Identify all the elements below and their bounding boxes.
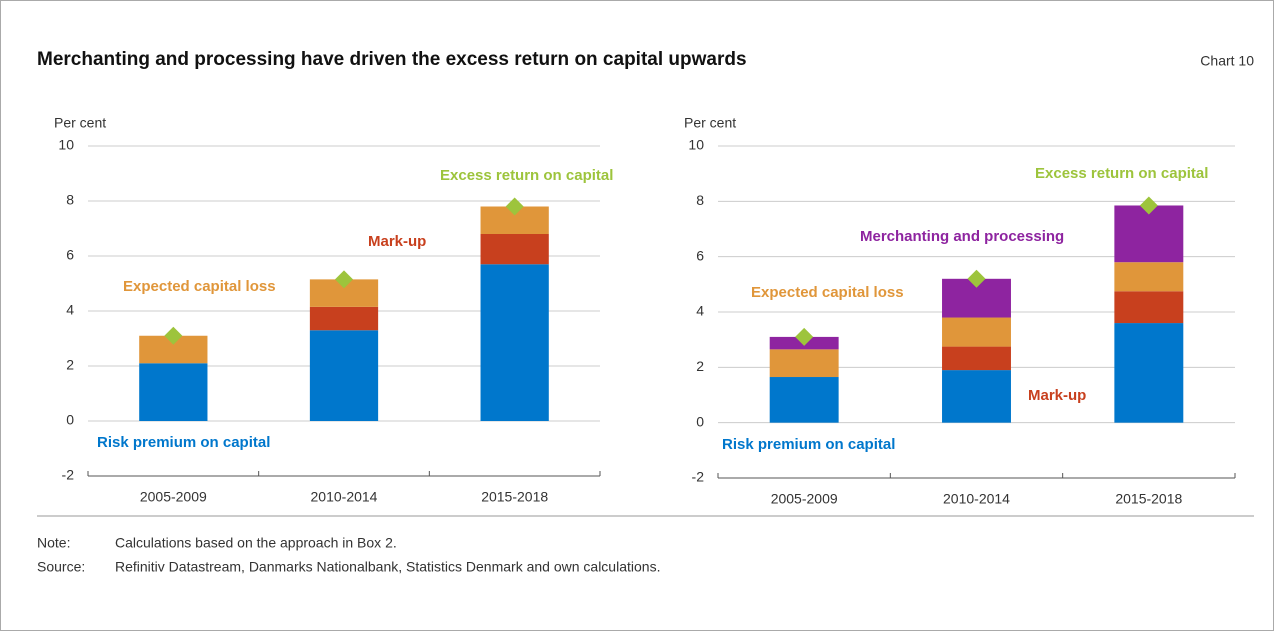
source: Refinitiv Datastream, Danmarks Nationalb… (115, 559, 660, 575)
chart-title: Merchanting and processing have driven t… (37, 49, 747, 70)
series-label: Mark-up (368, 233, 426, 250)
y-tick-label: -2 (62, 467, 75, 483)
y-tick-label: 8 (66, 192, 74, 208)
bar-segment (309, 306, 379, 331)
y-tick-label: -2 (692, 469, 705, 485)
y-tick-label: 2 (696, 358, 704, 374)
series-label: Mark-up (1028, 387, 1086, 404)
y-tick-label: 6 (66, 247, 74, 263)
y-tick-label: 2 (66, 357, 74, 373)
x-tick-label: 2015-2018 (1115, 491, 1182, 507)
series-label: Risk premium on capital (722, 436, 895, 453)
bar-segment (1114, 205, 1184, 263)
bar-segment (942, 317, 1011, 347)
y-tick-label: 0 (696, 413, 704, 429)
x-tick-label: 2015-2018 (481, 489, 548, 505)
series-label: Merchanting and processing (860, 228, 1064, 245)
excess-return-marker (967, 269, 986, 288)
bar-segment (1114, 323, 1184, 423)
excess-return-marker (335, 270, 353, 289)
bar-segment (480, 264, 549, 421)
bar-segment (1114, 262, 1184, 292)
bar-segment (942, 370, 1011, 423)
source-label: Source: (37, 559, 85, 575)
marker-label: Excess return on capital (1035, 165, 1208, 182)
excess-return-marker (164, 326, 183, 345)
bar-segment (769, 377, 839, 423)
marker-label: Excess return on capital (440, 167, 613, 184)
x-tick-label: 2005-2009 (140, 489, 207, 505)
excess-return-marker (795, 327, 814, 346)
x-tick-label: 2005-2009 (771, 491, 838, 507)
note: Calculations based on the approach in Bo… (115, 535, 397, 551)
chart-number: Chart 10 (1200, 53, 1254, 69)
y-tick-label: 6 (696, 247, 704, 263)
y-tick-label: 4 (66, 302, 74, 318)
y-tick-label: 0 (66, 412, 74, 428)
bar-segment (480, 234, 549, 265)
y-tick-label: 10 (688, 137, 704, 153)
y-axis-label: Per cent (684, 115, 736, 131)
bar-segment (942, 346, 1011, 371)
bar-segment (139, 363, 208, 421)
bar-segment (769, 349, 839, 378)
series-label: Expected capital loss (123, 278, 276, 295)
y-tick-label: 10 (58, 137, 74, 153)
y-axis-label: Per cent (54, 115, 106, 131)
excess-return-marker (1139, 196, 1158, 215)
series-label: Risk premium on capital (97, 434, 270, 451)
bar-segment (309, 330, 379, 421)
note-label: Note: (37, 535, 70, 551)
series-label: Expected capital loss (751, 284, 904, 301)
bar-segment (1114, 291, 1184, 324)
excess-return-marker (505, 197, 524, 216)
y-tick-label: 4 (696, 303, 704, 319)
x-tick-label: 2010-2014 (943, 491, 1010, 507)
x-tick-label: 2010-2014 (311, 489, 378, 505)
y-tick-label: 8 (696, 192, 704, 208)
